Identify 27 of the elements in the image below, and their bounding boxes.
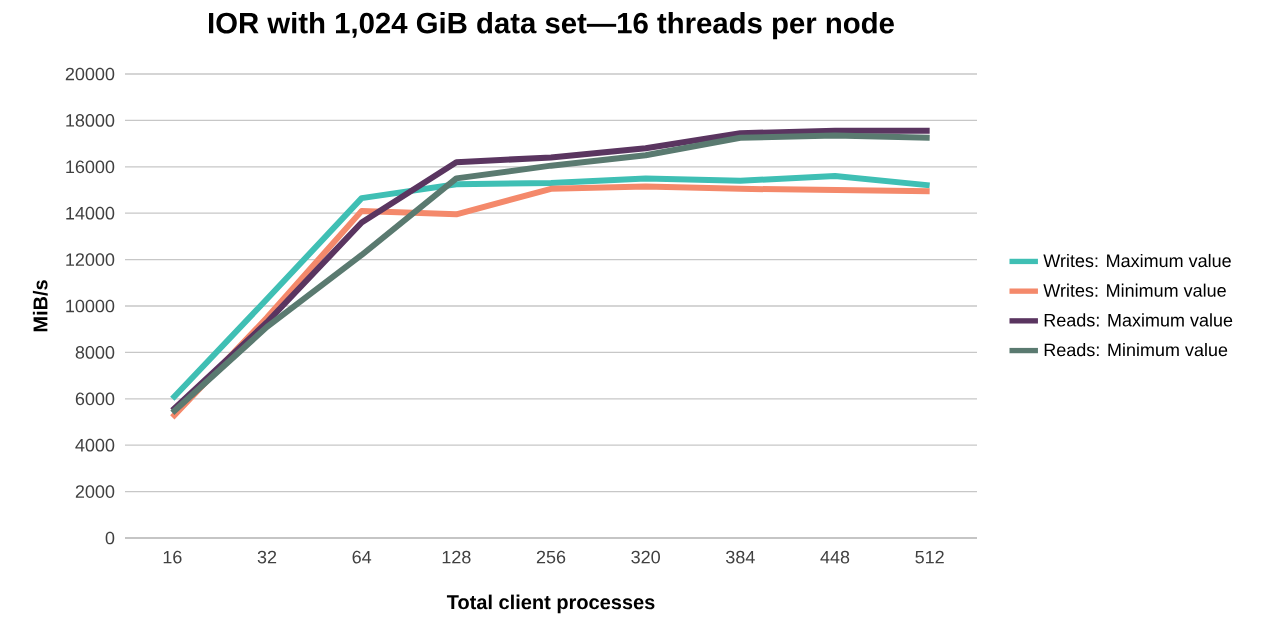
legend-label: Writes: Minimum value [1043, 283, 1226, 297]
x-tick-label: 384 [726, 550, 755, 564]
y-tick-label: 4000 [75, 438, 115, 452]
x-tick-label: 448 [820, 550, 850, 564]
x-axis-title: Total client processes [446, 594, 655, 614]
x-tick-label: 32 [257, 550, 277, 564]
y-tick-label: 12000 [66, 253, 115, 266]
chart-title: IOR with 1,024 GiB data set—16 threads per node [209, 11, 894, 40]
y-axis-title: MiB/s [32, 280, 48, 332]
y-tick-label: 20000 [65, 67, 115, 81]
y-tick-label: 2000 [75, 485, 115, 498]
x-tick-label: 320 [631, 550, 660, 564]
x-tick-label: 16 [163, 550, 182, 564]
legend-label: Reads: Minimum value [1044, 343, 1228, 357]
y-tick-label: 8000 [75, 346, 115, 359]
x-tick-label: 256 [536, 550, 566, 564]
y-tick-label: 6000 [75, 392, 115, 406]
y-tick-label: 16000 [66, 160, 115, 174]
legend-label: Reads: Maximum value [1044, 313, 1233, 327]
y-tick-label: 10000 [66, 299, 115, 313]
y-tick-label: 14000 [66, 206, 115, 220]
x-tick-label: 128 [442, 550, 471, 564]
y-tick-label: 0 [105, 531, 115, 545]
legend-label: Writes: Maximum value [1043, 253, 1231, 268]
x-tick-label: 512 [915, 550, 944, 564]
y-tick-label: 18000 [66, 114, 115, 127]
x-tick-label: 64 [352, 550, 372, 564]
